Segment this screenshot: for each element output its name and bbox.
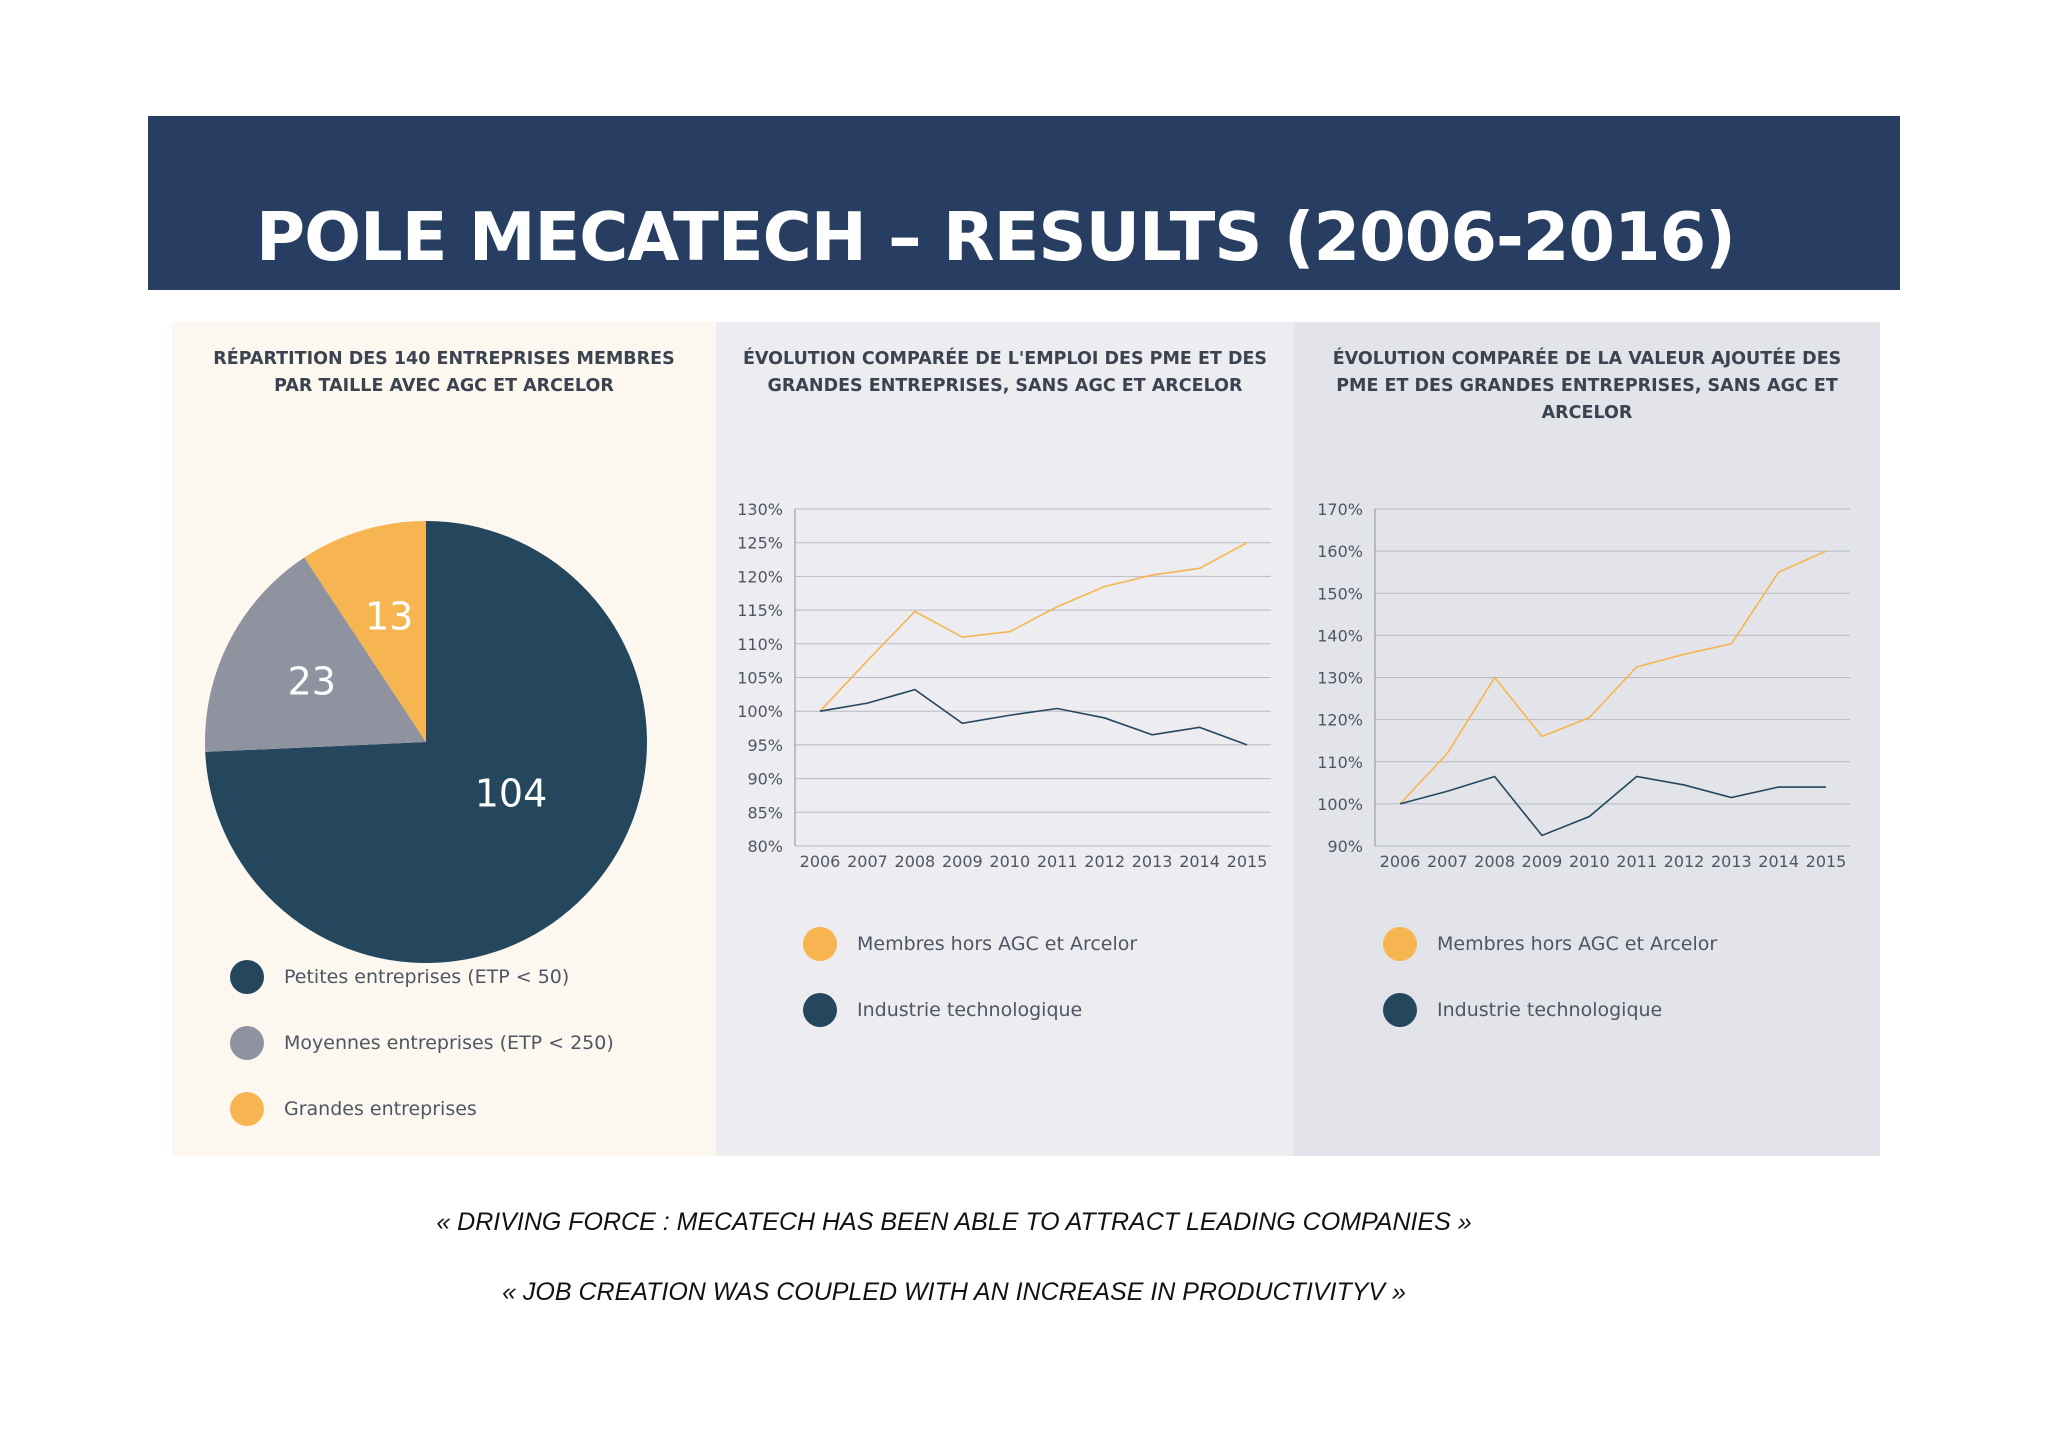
panel-value-added: ÉVOLUTION COMPARÉE DE LA VALEUR AJOUTÉE …: [1294, 322, 1880, 1156]
y-tick-label: 100%: [1317, 795, 1363, 814]
panel-company-distribution: RÉPARTITION DES 140 ENTREPRISES MEMBRES …: [172, 322, 716, 1156]
legend-label-medium: Moyennes entreprises (ETP < 250): [284, 1032, 614, 1054]
x-tick-label: 2015: [1806, 852, 1847, 871]
y-tick-label: 120%: [1317, 711, 1363, 730]
x-tick-label: 2011: [1616, 852, 1657, 871]
x-tick-label: 2015: [1227, 852, 1268, 871]
y-tick-label: 100%: [737, 702, 783, 721]
x-tick-label: 2006: [1380, 852, 1421, 871]
series-line-1: [819, 688, 1248, 746]
legend-swatch-small: [230, 960, 264, 994]
x-tick-label: 2012: [1084, 852, 1125, 871]
employment-line-chart: 80% 85% 90% 95% 100% 105% 110% 115% 120% 125% 130%…: [737, 500, 1271, 871]
x-tick-label: 2008: [1474, 852, 1515, 871]
panel-employment: ÉVOLUTION COMPARÉE DE L'EMPLOI DES PME E…: [716, 322, 1294, 1156]
legend-label-small: Petites entreprises (ETP < 50): [284, 966, 570, 988]
legend-item-large: Grandes entreprises: [230, 1092, 477, 1126]
legend-swatch-medium: [230, 1026, 264, 1060]
x-tick-label: 2010: [989, 852, 1030, 871]
y-tick-label: 110%: [737, 635, 783, 654]
series-line-0: [819, 541, 1248, 712]
legend-item-members: Membres hors AGC et Arcelor: [803, 927, 1137, 961]
legend-swatch-industry: [1383, 993, 1417, 1027]
y-tick-label: 125%: [737, 534, 783, 553]
pie-slice-label-0: 104: [475, 772, 548, 816]
legend-item-industry: Industrie technologique: [803, 993, 1082, 1027]
x-tick-label: 2007: [847, 852, 888, 871]
y-tick-label: 120%: [737, 567, 783, 586]
x-tick-label: 2014: [1179, 852, 1220, 871]
pie-chart: 104 23 13: [205, 521, 647, 963]
legend-label-industry: Industrie technologique: [857, 999, 1083, 1021]
legend-swatch-industry: [803, 993, 837, 1027]
x-tick-label: 2010: [1569, 852, 1610, 871]
y-tick-label: 170%: [1317, 500, 1363, 519]
x-tick-label: 2014: [1758, 852, 1799, 871]
legend-swatch-large: [230, 1092, 264, 1126]
pie-slice-label-1: 23: [288, 659, 336, 703]
x-tick-label: 2007: [1427, 852, 1468, 871]
series-line-0: [1399, 550, 1827, 805]
legend-label-members: Membres hors AGC et Arcelor: [1437, 933, 1718, 955]
legend-item-medium: Moyennes entreprises (ETP < 250): [230, 1026, 614, 1060]
value-added-chart-title: ÉVOLUTION COMPARÉE DE LA VALEUR AJOUTÉE …: [1332, 349, 1842, 423]
legend-swatch-members: [803, 927, 837, 961]
quote-driving-force: « DRIVING FORCE : MECATECH HAS BEEN ABLE…: [436, 1208, 1472, 1236]
quote-job-creation: « JOB CREATION WAS COUPLED WITH AN INCRE…: [502, 1278, 1406, 1306]
series-line-1: [1399, 775, 1826, 837]
x-tick-label: 2009: [1522, 852, 1563, 871]
pie-slice-0: [205, 521, 647, 963]
y-tick-label: 95%: [747, 736, 783, 755]
y-tick-label: 150%: [1317, 584, 1363, 603]
legend-item-industry: Industrie technologique: [1383, 993, 1662, 1027]
y-tick-label: 115%: [737, 601, 783, 620]
x-tick-label: 2008: [895, 852, 936, 871]
y-tick-label: 130%: [737, 500, 783, 519]
y-tick-label: 90%: [1327, 837, 1363, 856]
y-tick-label: 110%: [1317, 753, 1363, 772]
legend-label-industry: Industrie technologique: [1437, 999, 1663, 1021]
page-title: POLE MECATECH – RESULTS (2006-2016): [256, 198, 1736, 276]
x-tick-label: 2013: [1711, 852, 1752, 871]
y-tick-label: 105%: [737, 669, 783, 688]
y-tick-label: 85%: [747, 803, 783, 822]
x-tick-label: 2012: [1664, 852, 1705, 871]
pie-slice-1: [205, 557, 426, 752]
legend-label-large: Grandes entreprises: [284, 1098, 477, 1120]
y-tick-label: 90%: [747, 770, 783, 789]
y-tick-label: 130%: [1317, 669, 1363, 688]
title-bar: POLE MECATECH – RESULTS (2006-2016): [148, 116, 1900, 290]
pie-slice-2: [304, 521, 426, 742]
pie-chart-title: RÉPARTITION DES 140 ENTREPRISES MEMBRES …: [213, 349, 675, 396]
y-tick-label: 160%: [1317, 542, 1363, 561]
pie-slice-label-2: 13: [365, 595, 413, 639]
employment-chart-title: ÉVOLUTION COMPARÉE DE L'EMPLOI DES PME E…: [742, 349, 1268, 396]
legend-swatch-members: [1383, 927, 1417, 961]
x-tick-label: 2013: [1132, 852, 1173, 871]
legend-item-members: Membres hors AGC et Arcelor: [1383, 927, 1717, 961]
value-added-line-chart: 90% 100% 110% 120% 130% 140% 150% 160% 170% 2006 2…: [1317, 500, 1850, 871]
y-tick-label: 140%: [1317, 626, 1363, 645]
x-tick-label: 2009: [942, 852, 983, 871]
legend-item-small: Petites entreprises (ETP < 50): [230, 960, 569, 994]
y-tick-label: 80%: [747, 837, 783, 856]
x-tick-label: 2011: [1037, 852, 1078, 871]
legend-label-members: Membres hors AGC et Arcelor: [857, 933, 1138, 955]
x-tick-label: 2006: [800, 852, 841, 871]
